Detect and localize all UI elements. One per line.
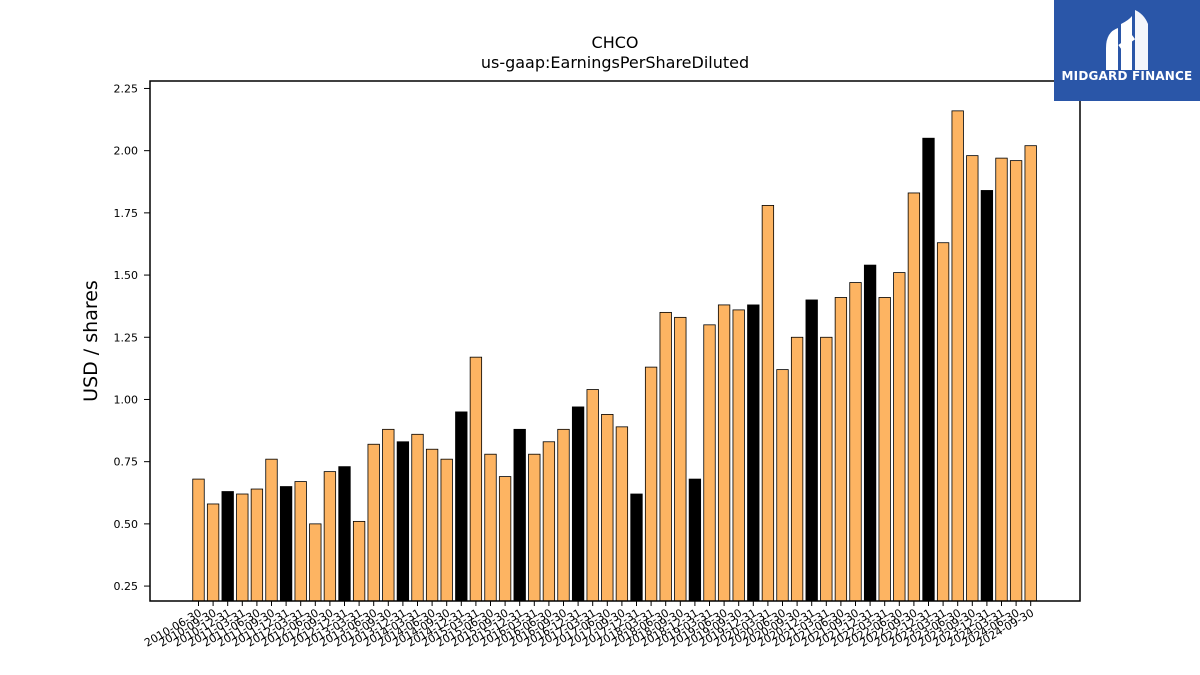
bar-2021-09-30 (849, 282, 862, 602)
y-tick-label: 0.25 (114, 580, 139, 593)
bar-2019-12-31 (747, 304, 760, 602)
y-tick-label: 1.50 (114, 269, 139, 282)
bar-2022-03-31 (878, 297, 891, 602)
bar-2023-12-31 (980, 190, 994, 602)
bar-2013-06-30 (367, 443, 380, 602)
bar-2023-03-31 (936, 242, 950, 602)
midgard-logo-icon (1106, 10, 1148, 70)
bar-2012-12-31 (338, 466, 351, 602)
bar-2010-09-30 (206, 503, 220, 602)
bar-2014-12-31 (455, 411, 468, 602)
plot-frame (149, 80, 1081, 602)
bar-2020-09-30 (790, 336, 804, 602)
bar-2018-03-31 (644, 366, 658, 602)
bar-2024-03-31 (995, 157, 1008, 602)
bar-2016-12-31 (571, 406, 585, 602)
y-tick-label: 1.00 (114, 393, 139, 406)
bar-2020-12-31 (805, 299, 818, 602)
y-tick-label: 2.00 (114, 145, 139, 158)
bar-2016-03-31 (528, 453, 541, 602)
chart-title: CHCO (592, 33, 639, 52)
chart-subtitle: us-gaap:EarningsPerShareDiluted (481, 53, 749, 72)
y-axis-ticks: 0.25 0.50 0.75 1.00 1.25 1.50 1.75 2.00 2.25 (114, 82, 150, 593)
bar-2024-06-30 (1009, 160, 1023, 602)
bar-2015-09-30 (498, 476, 512, 602)
bar-2017-03-31 (586, 389, 599, 602)
bar-2017-12-31 (630, 493, 643, 602)
midgard-finance-logo: MIDGARD FINANCE (1054, 0, 1200, 101)
bar-2015-06-30 (484, 453, 497, 602)
bar-2013-12-31 (396, 441, 410, 602)
bar-2021-12-31 (863, 264, 877, 602)
bar-2011-06-30 (250, 488, 264, 602)
bar-2015-12-31 (513, 428, 526, 602)
bar-2010-06-30 (192, 478, 205, 602)
bar-2020-06-30 (776, 369, 789, 602)
bar-2017-09-30 (615, 426, 629, 602)
bar-2021-03-31 (820, 336, 833, 602)
bar-2020-03-31 (761, 204, 775, 602)
bar-2011-09-30 (265, 458, 278, 602)
bar-2016-06-30 (542, 441, 556, 602)
y-tick-label: 1.75 (114, 207, 139, 220)
bar-2019-09-30 (732, 309, 745, 602)
bar-2015-03-31 (469, 356, 483, 602)
bar-2024-09-30 (1024, 145, 1037, 602)
y-tick-label: 0.75 (114, 456, 139, 469)
bar-2014-09-30 (440, 458, 453, 602)
bars-group (192, 110, 1037, 602)
bar-2017-06-30 (601, 413, 614, 602)
y-axis-label: USD / shares (80, 280, 102, 402)
bar-2011-03-31 (236, 493, 249, 602)
bar-2018-09-30 (674, 316, 687, 602)
y-tick-label: 2.25 (114, 82, 139, 95)
bar-2012-09-30 (323, 471, 337, 602)
y-tick-label: 1.25 (114, 331, 139, 344)
bar-2019-03-31 (703, 324, 716, 602)
bar-2023-09-30 (966, 155, 979, 602)
bar-2018-06-30 (659, 311, 672, 602)
logo-text: MIDGARD FINANCE (1061, 69, 1193, 83)
bar-2014-03-31 (411, 433, 424, 602)
bar-2021-06-30 (834, 297, 848, 602)
bar-2013-03-31 (352, 520, 366, 602)
bar-2019-06-30 (717, 304, 731, 602)
bar-2012-03-31 (294, 481, 307, 602)
bar-2022-09-30 (907, 192, 921, 602)
bar-2022-12-31 (922, 137, 935, 602)
x-axis-ticks: 2010-06-302010-09-302010-12-312011-03-31… (142, 601, 1036, 650)
bar-2013-09-30 (382, 428, 395, 602)
bar-2023-06-30 (951, 110, 964, 602)
bar-2011-12-31 (279, 486, 293, 602)
bar-2018-12-31 (688, 478, 702, 602)
bar-2016-09-30 (557, 428, 570, 602)
bar-2022-06-30 (893, 272, 906, 602)
bar-2014-06-30 (425, 448, 439, 602)
bar-2012-06-30 (309, 523, 322, 602)
y-tick-label: 0.50 (114, 518, 139, 531)
bar-2010-12-31 (221, 491, 234, 602)
